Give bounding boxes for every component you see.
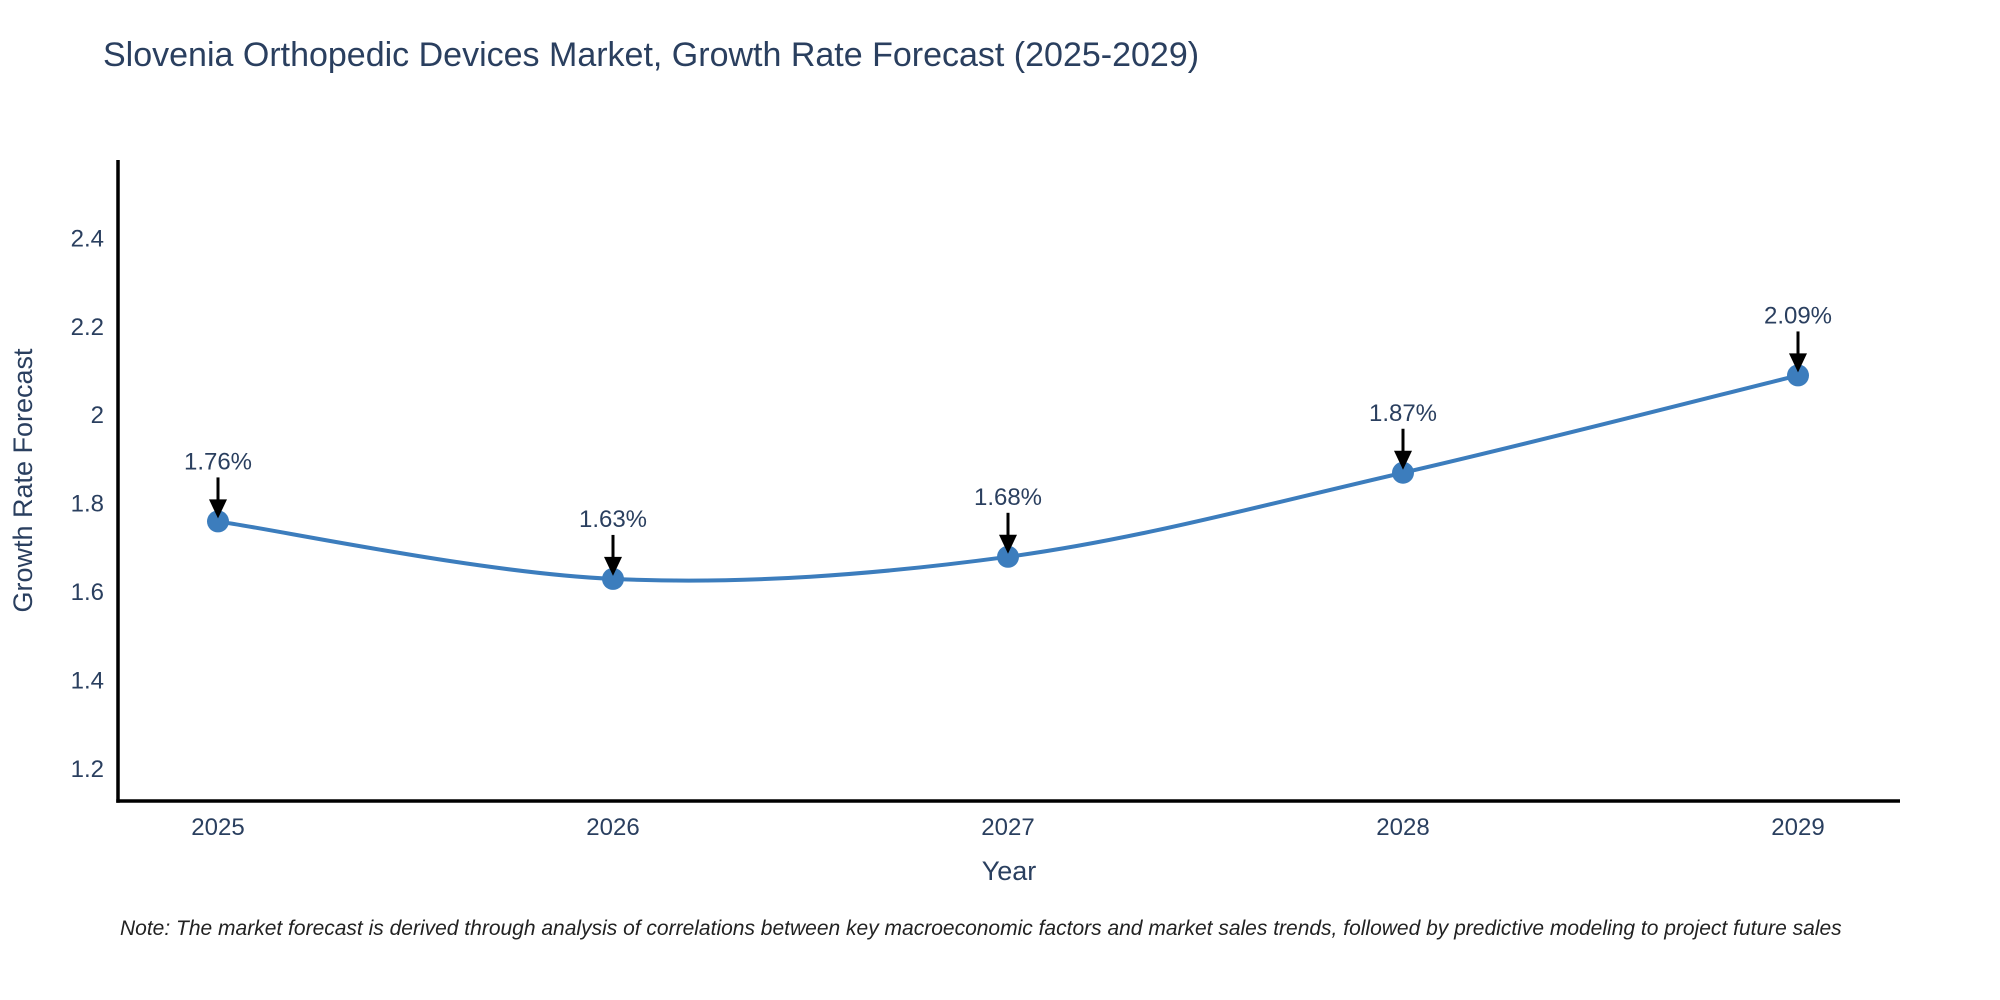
x-tick-label: 2027 <box>981 814 1034 841</box>
x-tick-label: 2025 <box>191 814 244 841</box>
annotation-arrow-head <box>1394 450 1412 470</box>
annotation-arrow-head <box>1789 353 1807 373</box>
y-tick-label: 1.8 <box>71 491 104 518</box>
y-tick-label: 1.2 <box>71 756 104 783</box>
point-label: 1.63% <box>579 506 647 533</box>
point-label: 1.76% <box>184 448 252 475</box>
data-point-marker[interactable] <box>1392 461 1414 484</box>
y-tick-label: 2 <box>91 402 104 429</box>
data-point-marker[interactable] <box>997 545 1019 568</box>
chart-title: Slovenia Orthopedic Devices Market, Grow… <box>103 36 1200 74</box>
data-point-marker[interactable] <box>602 567 624 590</box>
annotation-arrow-head <box>209 499 227 519</box>
x-tick-label: 2028 <box>1376 814 1429 841</box>
x-axis-title: Year <box>982 856 1037 886</box>
point-label: 1.68% <box>974 484 1042 511</box>
point-label: 2.09% <box>1764 302 1832 329</box>
y-tick-label: 1.6 <box>71 579 104 606</box>
y-axis-title: Growth Rate Forecast <box>8 348 38 613</box>
data-point-marker[interactable] <box>207 510 229 533</box>
x-tick-label: 2026 <box>586 814 639 841</box>
data-point-marker[interactable] <box>1787 364 1809 387</box>
annotation-arrow-head <box>604 556 622 576</box>
annotation-arrow-head <box>999 534 1017 554</box>
point-label: 1.87% <box>1369 400 1437 427</box>
y-tick-label: 1.4 <box>71 668 104 695</box>
x-tick-label: 2029 <box>1771 814 1824 841</box>
y-tick-label: 2.2 <box>71 314 104 341</box>
footnote: Note: The market forecast is derived thr… <box>120 917 1842 940</box>
y-tick-label: 2.4 <box>71 225 104 252</box>
